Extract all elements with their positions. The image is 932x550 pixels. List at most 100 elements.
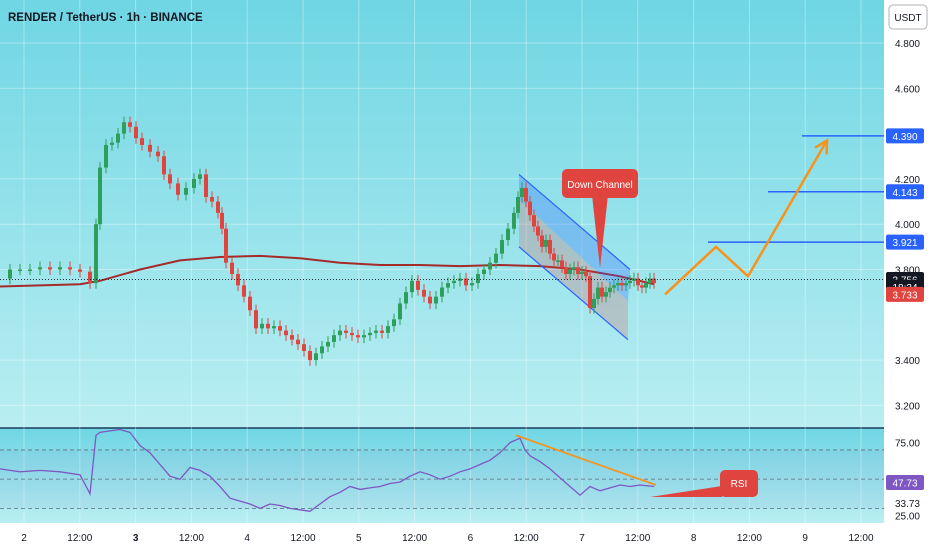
candle-body xyxy=(162,156,166,175)
down-channel-callout: Down Channel xyxy=(562,169,638,268)
candle-body xyxy=(520,187,524,198)
candle-body xyxy=(636,278,640,286)
candle-body xyxy=(512,212,516,229)
candle-body xyxy=(596,287,600,299)
price-tag: 4.143 xyxy=(886,184,924,200)
time-axis[interactable]: 2 12:00 3 12:00 4 12:00 5 12:00 6 12:00 7 12:00 8 12:… xyxy=(21,533,874,544)
price-tag-box xyxy=(886,128,924,144)
symbol-title[interactable]: RENDER / TetherUS · 1h · BINANCE xyxy=(8,12,203,24)
candle-body xyxy=(78,269,82,272)
candle-body xyxy=(564,267,568,275)
candle-body xyxy=(38,267,42,270)
candle-body xyxy=(648,278,652,284)
time-tick-label: 12:00 xyxy=(625,533,650,544)
candle-body xyxy=(220,212,224,229)
candle-body xyxy=(326,341,330,347)
candle-body xyxy=(494,253,498,263)
time-tick-label: 12:00 xyxy=(737,533,762,544)
candle-body xyxy=(104,144,108,168)
candle-body xyxy=(314,353,318,361)
price-tag-label: 3.733 xyxy=(892,290,917,301)
candlestick-series xyxy=(8,116,656,366)
price-tick-label: 3.400 xyxy=(895,356,920,367)
candle-body xyxy=(192,178,196,188)
candle-body xyxy=(320,346,324,354)
candle-body xyxy=(210,197,214,202)
candle-body xyxy=(248,296,252,311)
price-tick-label: 3.800 xyxy=(895,265,920,276)
price-tag: 3.921 xyxy=(886,234,924,250)
time-tick-label: 12:00 xyxy=(179,533,204,544)
candle-body xyxy=(184,187,188,195)
currency-button[interactable]: USDT xyxy=(888,4,928,30)
candle-body xyxy=(94,224,98,284)
candle-body xyxy=(28,269,32,271)
candle-body xyxy=(612,285,616,288)
candle-body xyxy=(344,330,348,333)
rsi-trendline xyxy=(515,434,657,486)
candle-body xyxy=(616,283,620,286)
candle-body xyxy=(122,122,126,134)
time-tick-label: 12:00 xyxy=(514,533,539,544)
candle-body xyxy=(592,298,596,308)
candle-body xyxy=(272,326,276,329)
candle-body xyxy=(652,278,656,284)
candle-body xyxy=(516,197,520,213)
candle-body xyxy=(176,183,180,195)
candle-body xyxy=(540,235,544,247)
candle-body xyxy=(134,126,138,139)
candle-body xyxy=(452,280,456,284)
grid-lines xyxy=(0,0,884,523)
rsi-tick-label: 33.73 xyxy=(895,499,920,510)
channel-lower-line xyxy=(518,246,629,341)
price-tick-label: 4.000 xyxy=(895,220,920,231)
candle-body xyxy=(302,344,306,352)
currency-label: USDT xyxy=(894,13,921,24)
candle-body xyxy=(368,332,372,336)
candle-body xyxy=(524,187,528,202)
candle-body xyxy=(434,296,438,304)
moving-average-layer xyxy=(0,254,655,288)
candle-body xyxy=(332,335,336,342)
candle-body xyxy=(98,167,102,225)
candle-body xyxy=(500,240,504,254)
candle-body xyxy=(600,287,604,297)
candle-body xyxy=(404,292,408,304)
price-tag-label: 4.390 xyxy=(892,132,917,143)
candle-body xyxy=(148,144,152,152)
ma-line xyxy=(0,254,655,288)
candle-body xyxy=(58,267,62,270)
candle-body xyxy=(548,240,552,254)
price-tick-label: 4.600 xyxy=(895,84,920,95)
time-tick-label: 6 xyxy=(468,533,474,544)
candle-body xyxy=(284,330,288,336)
candle-body xyxy=(470,283,474,286)
candle-body xyxy=(204,174,208,198)
candle-body xyxy=(140,138,144,145)
candle-body xyxy=(374,330,378,333)
candle-body xyxy=(572,267,576,270)
candle-body xyxy=(624,283,628,286)
rsi-callout: RSI xyxy=(650,470,758,497)
price-tag-box xyxy=(886,234,924,250)
candle-body xyxy=(580,271,584,275)
time-tick-label: 4 xyxy=(244,533,250,544)
time-tick-label: 8 xyxy=(691,533,697,544)
price-tick-label: 3.200 xyxy=(895,401,920,412)
candle-body xyxy=(350,332,354,336)
candle-body xyxy=(640,285,644,288)
candle-body xyxy=(620,283,624,286)
candle-body xyxy=(476,274,480,284)
time-tick-label: 12:00 xyxy=(402,533,427,544)
time-tick-label: 3 xyxy=(133,533,139,544)
price-tag: 4.390 xyxy=(886,128,924,144)
candle-body xyxy=(308,351,312,361)
candle-body xyxy=(608,287,612,293)
candle-body xyxy=(338,330,342,336)
time-tick-label: 2 xyxy=(21,533,27,544)
candle-body xyxy=(8,269,12,279)
candle-body xyxy=(156,151,160,157)
callout-pointer xyxy=(592,195,608,268)
price-axis[interactable]: 4.800 4.600 4.200 4.000 3.800 3.400 3.200 4.390… xyxy=(886,39,924,412)
